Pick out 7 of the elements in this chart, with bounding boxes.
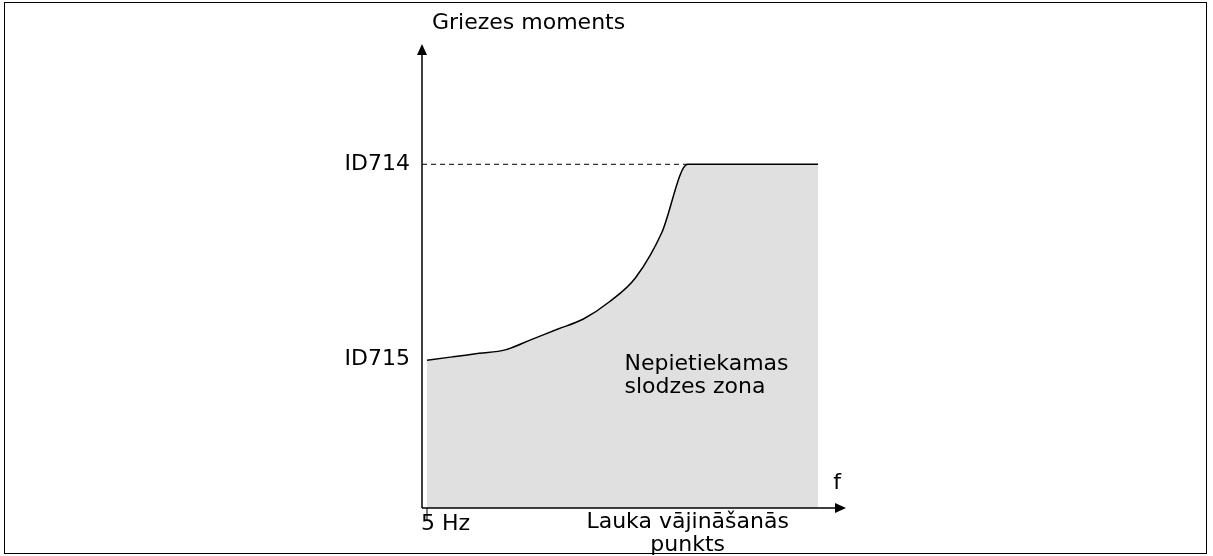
x-axis-title: f bbox=[833, 468, 843, 494]
text: ID715 bbox=[344, 344, 410, 370]
ref-line-label: ID714 bbox=[344, 150, 410, 176]
annotation: Nepietiekamas slodzes zona bbox=[624, 349, 789, 398]
text: 5 Hz bbox=[421, 509, 471, 535]
text: Griezes moments bbox=[432, 8, 626, 34]
annotation: Lauka vājināšanās punkts bbox=[586, 507, 789, 556]
